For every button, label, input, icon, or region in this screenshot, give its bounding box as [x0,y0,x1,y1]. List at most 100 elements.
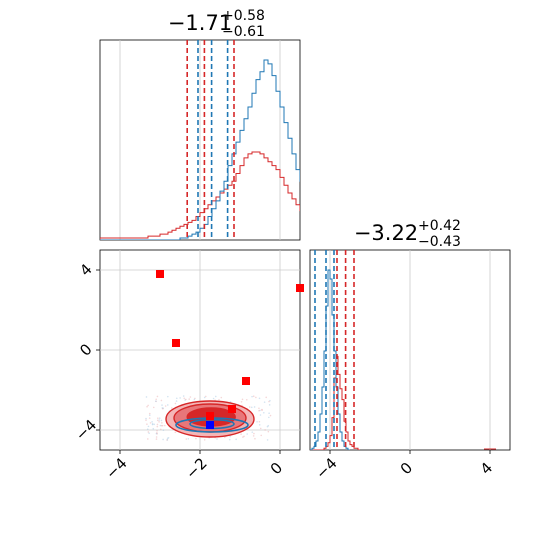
histogram-panel-param2: −4 0 4 [309,249,511,483]
sample-point [269,399,271,402]
sample-point [258,420,261,423]
x-tick-label: 0 [397,459,416,478]
sample-point [184,399,186,401]
sample-point [250,406,253,409]
grid [119,40,281,240]
sample-point [254,437,256,440]
markers [156,270,304,429]
histograms [100,59,300,240]
sample-point [166,439,168,441]
sample-point [146,423,148,425]
sample-point [156,419,159,422]
sample-point [204,395,207,398]
sample-point [161,404,163,406]
sample-point [157,417,159,420]
sample-point [166,437,169,440]
sample-point [159,424,162,427]
sample-point [193,398,196,401]
red-marker [156,270,164,278]
red-marker [296,284,304,292]
x-tick-label: −4 [102,454,130,482]
sample-point [146,405,148,408]
sample-point [223,436,226,439]
sample-point [156,425,159,428]
sample-point [266,425,269,428]
sample-point [146,428,149,431]
sample-point [155,398,157,401]
sample-point [158,417,161,419]
sample-point [242,436,244,438]
sample-point [160,424,163,427]
sample-point [160,419,163,422]
sample-point [214,395,217,398]
sample-point [251,431,254,433]
sample-point [251,395,253,398]
title-sup: +0.58 [222,8,265,24]
sample-point [147,404,149,407]
red-histogram [310,355,360,450]
blue-histogram [310,269,350,450]
quantile-lines [314,250,355,450]
red-histogram [100,151,300,240]
sample-point [148,414,151,416]
sample-point [255,396,257,399]
sample-point [241,398,244,401]
sample-point [246,433,248,435]
sample-point [203,396,206,399]
title-sub: −0.61 [222,24,265,40]
sample-point [268,400,270,403]
sample-point [268,416,270,419]
sample-point [179,397,181,399]
red-marker [206,412,214,420]
sample-point [258,409,260,412]
sample-point [162,408,164,410]
sample-point [262,411,265,414]
x-ticks: −4 0 4 [312,450,496,483]
sample-point [167,436,170,439]
sample-point [187,437,190,440]
sample-point [148,432,150,435]
sample-point [189,396,192,398]
sample-point [152,427,155,430]
histogram-panel-param1 [99,39,301,241]
title-param1: −1.71 [168,11,232,35]
title-param2: −3.22 [354,221,418,245]
sample-point [245,398,248,401]
sample-point [145,417,147,420]
sample-point [155,438,158,440]
sample-point [164,424,166,427]
sample-point [162,438,164,441]
sample-point [260,434,263,437]
sample-point [147,425,150,428]
sample-point [148,417,151,419]
sample-point [162,429,165,431]
sample-point [218,398,220,401]
sample-point [259,409,261,412]
sample-point [153,423,156,426]
sample-point [158,419,161,421]
sample-point [248,406,251,408]
ticks: −4 −2 0 −4 0 4 [72,260,286,482]
sample-point [266,439,269,441]
sample-point [240,433,242,435]
sample-point [158,421,160,423]
blue-marker [206,421,214,429]
y-tick-label: −4 [72,416,100,444]
sample-point [151,421,153,423]
blue-histogram [100,59,300,240]
sample-point [188,398,191,400]
title-value: −3.22 [354,221,418,245]
y-tick-label: 4 [76,260,95,279]
sample-point [229,400,232,403]
sample-point [156,432,158,435]
sample-point [216,438,218,440]
sample-point [259,414,262,416]
title-sup: +0.42 [418,218,461,234]
sample-point [268,404,271,406]
sample-point [258,397,261,400]
sample-point [159,428,162,431]
sample-point [268,412,270,414]
sample-point [160,399,163,402]
sample-point [161,424,164,427]
